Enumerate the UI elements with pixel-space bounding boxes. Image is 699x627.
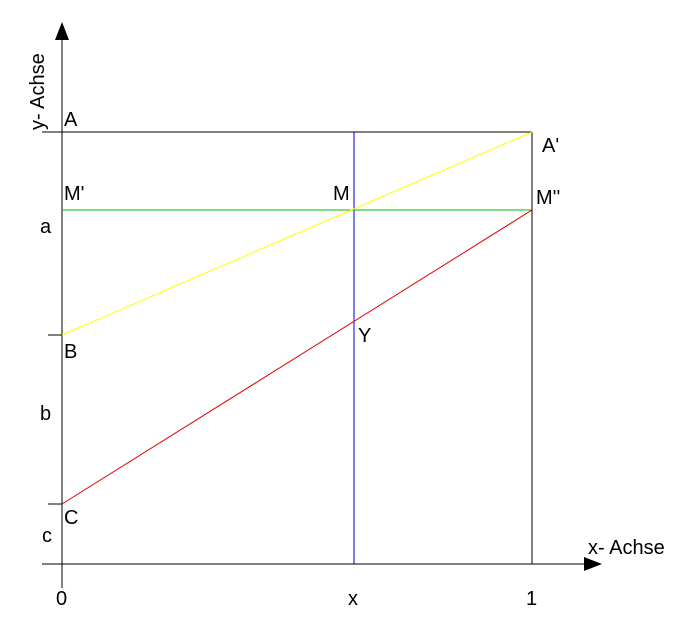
tick-label-x: x <box>348 588 358 610</box>
label-M-prime: M' <box>64 183 84 205</box>
red-line <box>61 209 533 505</box>
segment-label-b: b <box>40 403 51 425</box>
label-M: M <box>333 183 350 205</box>
segment-label-c: c <box>42 525 52 547</box>
y-axis-label: y- Achse <box>27 53 49 130</box>
label-A-prime: A' <box>542 135 559 157</box>
y-axis-arrow <box>55 22 69 40</box>
label-B: B <box>64 341 77 363</box>
yellow-line <box>61 131 533 336</box>
label-M-double-prime: M'' <box>536 187 560 209</box>
x-axis-arrow <box>584 557 602 571</box>
label-A: A <box>64 109 78 131</box>
tick-label-zero: 0 <box>56 588 67 610</box>
segment-label-a: a <box>40 216 52 238</box>
tick-label-one: 1 <box>526 588 537 610</box>
label-C: C <box>64 507 78 529</box>
x-axis-label: x- Achse <box>588 537 665 559</box>
label-Y: Y <box>358 325 371 347</box>
